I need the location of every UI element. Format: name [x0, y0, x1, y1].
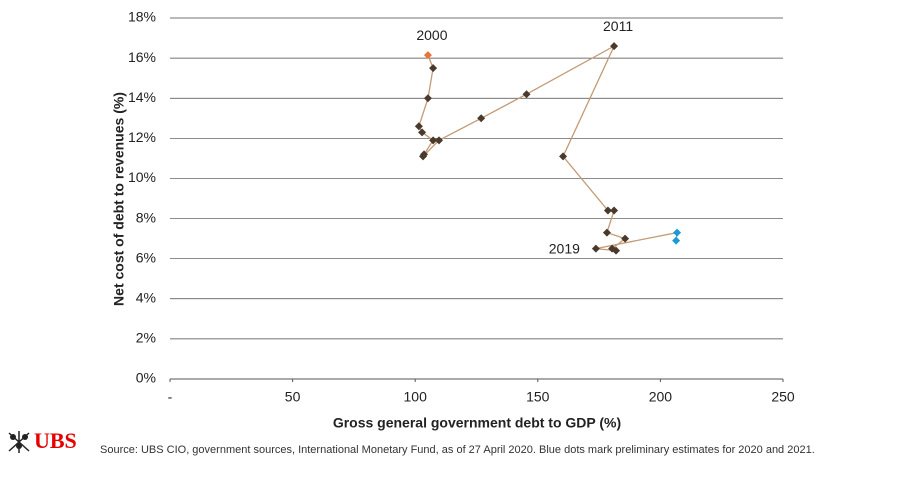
- x-tick-label: 150: [526, 389, 550, 405]
- x-tick-label: 100: [404, 389, 428, 405]
- data-point: [672, 236, 681, 245]
- y-tick-label: 16%: [128, 49, 156, 65]
- source-note: Source: UBS CIO, government sources, Int…: [100, 444, 815, 456]
- x-axis-title: Gross general government debt to GDP (%): [333, 415, 621, 431]
- y-tick-label: 14%: [128, 89, 156, 105]
- y-tick-label: 0%: [136, 370, 156, 386]
- logo-text: UBS: [34, 428, 77, 453]
- logo-mark: [8, 431, 30, 453]
- data-point: [423, 51, 432, 60]
- y-tick-label: 10%: [128, 169, 156, 185]
- y-axis-title: Net cost of debt to revenues (%): [111, 92, 127, 306]
- data-point: [610, 42, 619, 51]
- data-point: [414, 122, 423, 131]
- y-tick-label: 6%: [136, 249, 156, 265]
- y-tick-label: 4%: [136, 289, 156, 305]
- data-point: [522, 90, 531, 99]
- y-tick-label: 2%: [136, 330, 156, 346]
- point-label: 2000: [416, 27, 447, 43]
- data-point: [673, 228, 682, 237]
- data-point: [621, 234, 630, 243]
- y-tick-label: 8%: [136, 209, 156, 225]
- x-tick-label: 250: [771, 389, 795, 405]
- point-label: 2011: [603, 18, 633, 34]
- connecting-line: [418, 44, 678, 252]
- y-tick-label: 12%: [128, 129, 156, 145]
- data-point: [591, 244, 600, 253]
- data-point: [429, 136, 438, 145]
- y-tick-label: 18%: [128, 9, 156, 25]
- x-tick-label: -: [168, 389, 173, 405]
- data-point: [418, 128, 427, 137]
- data-point: [423, 94, 432, 103]
- data-point: [434, 136, 443, 145]
- data-point: [559, 152, 568, 161]
- data-point: [610, 206, 619, 215]
- data-point: [419, 152, 428, 161]
- x-tick-label: 200: [649, 389, 673, 405]
- data-point: [477, 114, 486, 123]
- data-point: [603, 206, 612, 215]
- data-point: [612, 246, 621, 255]
- data-point: [602, 228, 611, 237]
- data-point: [429, 64, 438, 73]
- point-label: 2019: [549, 240, 580, 256]
- x-tick-label: 50: [285, 389, 301, 405]
